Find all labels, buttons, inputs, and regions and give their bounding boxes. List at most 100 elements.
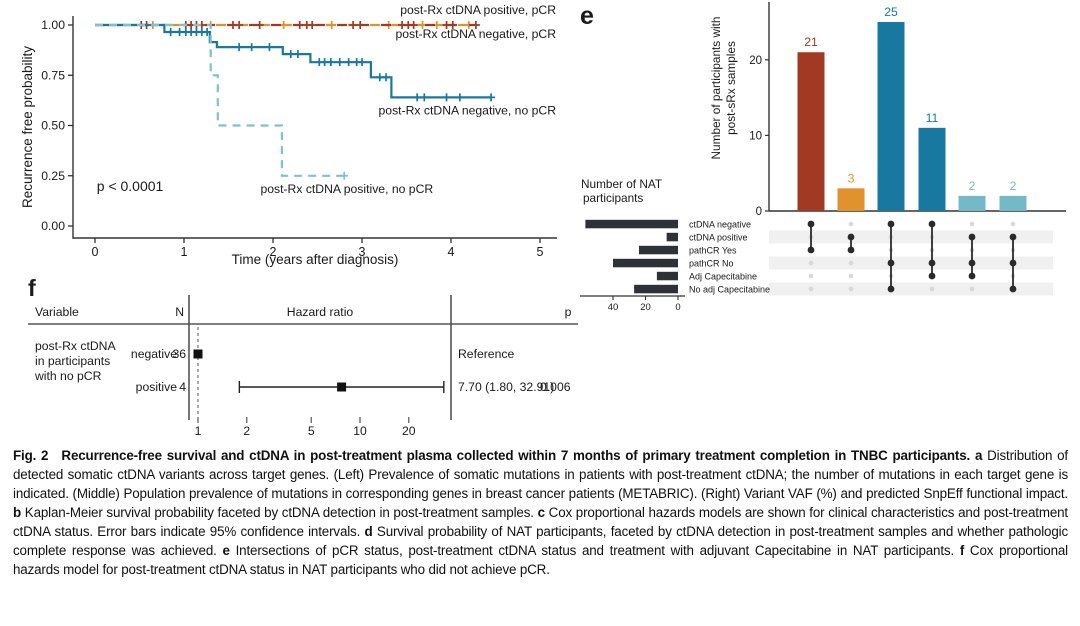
km-censor-mark [255, 21, 264, 29]
km-censor-mark [358, 58, 366, 67]
forest-axis-tick-label: 2 [243, 424, 250, 438]
matrix-stripe [769, 230, 1053, 244]
matrix-dot-inactive [848, 260, 854, 266]
forest-row-level: positive [136, 380, 178, 394]
forest-row-level: negative [131, 347, 177, 361]
matrix-dot-inactive [848, 286, 854, 292]
matrix-dot-inactive [1010, 221, 1016, 227]
km-x-tick-label: 4 [448, 245, 455, 259]
matrix-dot-inactive [969, 221, 975, 227]
set-size-bar [666, 232, 678, 242]
upset-bar [999, 195, 1027, 211]
set-row-label: pathCR Yes [689, 246, 737, 256]
km-censor-mark [203, 28, 212, 37]
km-y-tick-label: 0.00 [41, 219, 65, 233]
forest-row-n: 4 [179, 380, 186, 394]
km-censor-mark [326, 58, 335, 67]
km-y-tick-label: 0.25 [41, 169, 65, 183]
km-censor-mark [235, 21, 244, 29]
matrix-dot-inactive [929, 286, 935, 292]
upset-bar-value: 25 [884, 5, 898, 19]
matrix-dot-inactive [969, 286, 975, 292]
forest-col-p: p [565, 305, 572, 319]
caption-bold-segment: c [537, 505, 545, 520]
km-censor-mark [455, 93, 464, 102]
km-curve-label: post-Rx ctDNA negative, pCR [395, 27, 556, 41]
km-censor-mark [340, 171, 349, 180]
upset-y-tick-label: 0 [756, 206, 762, 218]
upset-bar [877, 22, 905, 211]
matrix-dot-inactive [808, 260, 814, 266]
upset-bar-value: 2 [1010, 179, 1017, 193]
km-censor-mark [409, 21, 418, 29]
km-curve [95, 23, 345, 177]
km-censor-mark [235, 43, 244, 52]
km-censor-mark [356, 21, 365, 29]
set-axis-tick-label: 40 [608, 302, 619, 313]
km-censor-mark [471, 21, 480, 29]
forest-col-hazard: Hazard ratio [287, 305, 354, 319]
set-size-bar [634, 284, 678, 294]
forest-axis-tick-label: 10 [353, 424, 367, 438]
caption-segment: Intersections of pCR status, post-treatm… [229, 543, 960, 558]
set-row-label: No adj Capecitabine [689, 285, 770, 295]
km-censor-mark [295, 21, 304, 29]
upset-bar [958, 195, 986, 211]
set-size-bar [585, 219, 678, 229]
forest-estimate-text: Reference [458, 347, 514, 361]
caption-bold-segment: d [364, 524, 373, 539]
km-x-tick-label: 5 [537, 245, 544, 259]
upset-y-axis-title: post-sRx samples [724, 41, 738, 135]
caption-segment: Cox proportional hazards model for post-… [13, 543, 1068, 577]
set-size-bar [613, 258, 678, 268]
caption-segment: Distribution of detected somatic ctDNA v… [13, 448, 1068, 501]
forest-axis-tick-label: 5 [308, 424, 315, 438]
km-y-tick-label: 0.50 [41, 119, 65, 133]
km-censor-mark [335, 58, 344, 67]
matrix-dot-inactive [848, 273, 854, 279]
upset-bar-value: 11 [926, 111, 939, 125]
km-x-tick-label: 3 [359, 245, 366, 259]
km-pvalue: p < 0.0001 [97, 178, 164, 194]
km-censor-mark [349, 21, 358, 29]
set-row-label: ctDNA negative [689, 220, 751, 230]
km-censor-mark [166, 28, 175, 37]
forest-row-n: 36 [172, 347, 186, 361]
km-axes [72, 16, 557, 239]
caption-segment: Survival probability of NAT participants… [13, 524, 1068, 558]
upset-bar-value: 21 [804, 35, 818, 49]
km-censor-mark [344, 58, 353, 67]
caption-bold-segment: e [222, 543, 230, 558]
km-x-tick-label: 2 [270, 245, 277, 259]
set-size-title: Number of NAT [581, 177, 662, 191]
km-censor-mark [413, 93, 422, 102]
caption-bold-segment: Fig. 2 Recurrence-free survival and ctDN… [13, 448, 975, 463]
km-censor-mark [327, 21, 336, 29]
km-censor-mark [442, 93, 451, 102]
km-y-tick-label: 0.75 [41, 68, 65, 82]
km-censor-mark [448, 21, 457, 29]
matrix-stripe [769, 282, 1053, 296]
set-size-title: participants [583, 191, 643, 205]
set-row-label: ctDNA positive [689, 233, 748, 243]
forest-col-variable: Variable [35, 305, 79, 319]
upset-bar [837, 188, 865, 211]
forest-axis-tick-label: 20 [402, 424, 416, 438]
forest-point-estimate [337, 382, 347, 392]
km-censor-mark [247, 43, 256, 52]
upset-bar-value: 3 [848, 171, 855, 185]
km-censor-mark [382, 73, 391, 82]
km-x-axis-title: Time (years after diagnosis) [232, 252, 399, 267]
set-row-label: Adj Capecitabine [689, 272, 757, 282]
upset-y-tick-label: 20 [749, 55, 762, 67]
km-censor-mark [487, 93, 496, 102]
forest-variable-label: post-Rx ctDNA [35, 339, 116, 353]
km-censor-mark [420, 93, 429, 102]
forest-variable-label: with no pCR [34, 369, 102, 383]
caption-segment: Cox proportional hazards models are show… [13, 505, 1069, 539]
km-x-tick-label: 1 [181, 245, 188, 259]
caption-bold-segment: a [974, 448, 983, 463]
km-censor-mark [279, 21, 288, 29]
